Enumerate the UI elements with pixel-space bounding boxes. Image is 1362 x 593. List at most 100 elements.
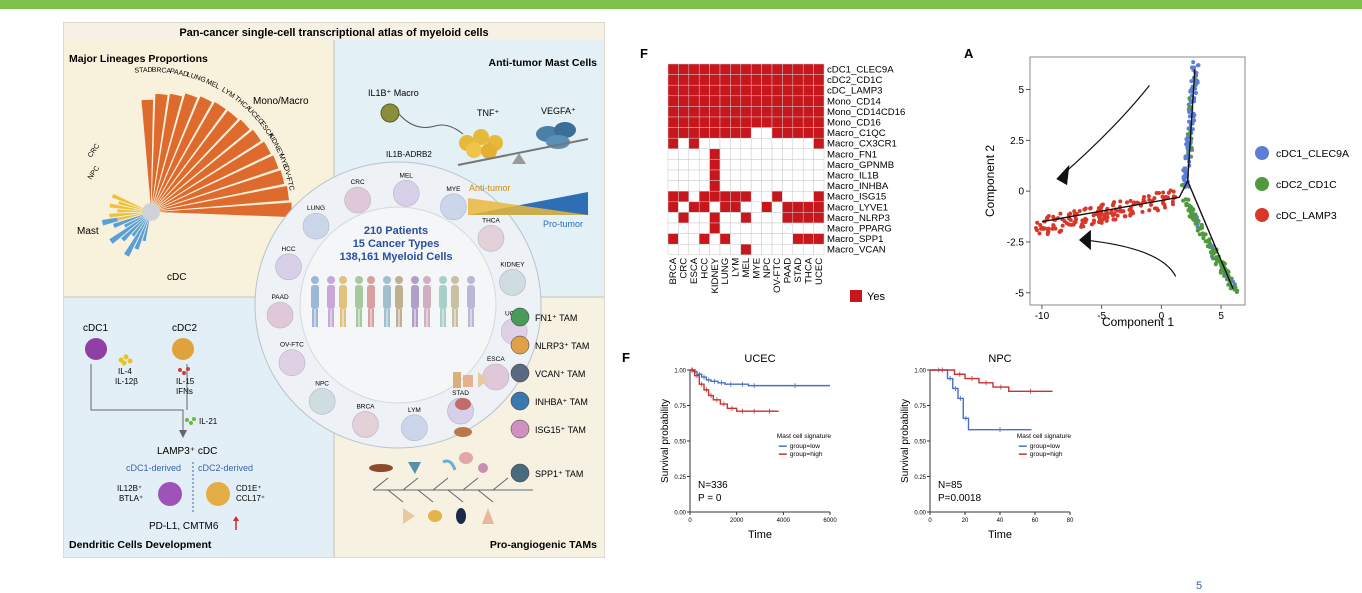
point-cdc-lamp3	[1081, 218, 1086, 223]
point-cdc1-clec9a	[1189, 65, 1194, 70]
heatmap-cell	[678, 190, 690, 203]
point-cdc-lamp3	[1089, 222, 1094, 227]
heatmap-cell	[709, 180, 721, 192]
fan-bar	[150, 101, 227, 213]
km-x-tick-label: 0	[688, 518, 692, 524]
km-curve-high	[690, 369, 779, 412]
tam-label: FN1⁺ TAM	[535, 313, 577, 323]
point-cdc1-clec9a	[1182, 166, 1187, 171]
heatmap-cell	[792, 243, 804, 256]
legend-dot	[1255, 146, 1269, 160]
point-cdc1-clec9a	[1181, 176, 1186, 181]
heatmap-cell	[688, 243, 700, 256]
heatmap-cell	[667, 63, 679, 75]
heatmap-column-label: ESCA	[689, 257, 700, 284]
fan-bar	[140, 99, 154, 213]
heatmap-column-label: UCEC	[814, 258, 825, 285]
heatmap-cell	[802, 222, 814, 234]
heatmap-cell	[802, 137, 814, 150]
point-cdc2-cd1c	[1234, 290, 1239, 295]
heatmap-cell	[678, 116, 690, 128]
tam-list: FN1⁺ TAM NLRP3⁺ TAM VCAN⁺ TAM INHBA⁺ TAM ISG…	[510, 307, 589, 483]
up-arrow-icon	[233, 516, 239, 521]
point-cdc-lamp3	[1077, 208, 1082, 213]
point-cdc-lamp3	[1073, 220, 1078, 225]
quadrant-dc-title: Dendritic Cells Development	[69, 539, 212, 551]
fan-bar-cdc	[108, 211, 152, 245]
x-tick-label: -10	[1035, 311, 1050, 322]
heatmap-cell	[678, 201, 690, 213]
heatmap-cell	[730, 84, 742, 97]
heatmap-column-label: LUNG	[720, 258, 731, 285]
heatmap-cell	[750, 63, 762, 75]
heatmap-cell	[719, 222, 731, 234]
heatmap-cell	[782, 106, 794, 118]
heatmap-cell	[740, 180, 752, 192]
point-cdc2-cd1c	[1218, 268, 1223, 273]
heatmap-row-label: cDC_LAMP3	[827, 86, 882, 97]
point-cdc-lamp3	[1147, 208, 1152, 213]
heatmap-row-label: Macro_IL1B	[827, 171, 879, 182]
heatmap-cell	[782, 95, 794, 107]
heatmap-cell	[802, 243, 814, 256]
heatmap-cell	[771, 127, 783, 139]
point-cdc2-cd1c	[1197, 232, 1202, 237]
heatmap-cell	[761, 243, 773, 256]
person-head	[439, 276, 447, 284]
point-cdc-lamp3	[1103, 214, 1108, 219]
heatmap-cell	[709, 201, 721, 213]
legend-label: cDC2_CD1C	[1276, 179, 1337, 191]
heatmap-cell	[802, 63, 814, 75]
fan-bar	[150, 95, 213, 213]
heatmap-cell	[740, 63, 752, 75]
point-cdc-lamp3	[1128, 198, 1133, 203]
heatmap-cell	[782, 190, 794, 203]
heatmap-cell	[719, 116, 731, 128]
point-cdc-lamp3	[1140, 209, 1145, 214]
cancer-label: NPC	[315, 380, 329, 387]
heatmap-cell	[667, 106, 679, 118]
point-cdc-lamp3	[1033, 225, 1038, 230]
heatmap-cell	[667, 137, 679, 150]
point-cdc1-clec9a	[1189, 145, 1194, 150]
heatmap-cell	[750, 137, 762, 150]
heatmap-cell	[761, 95, 773, 107]
heatmap-cell	[750, 169, 762, 181]
km-y-tick-label: 1.00	[914, 369, 926, 375]
km-x-tick-label: 2000	[730, 518, 744, 524]
km-xlabel: Time	[748, 529, 772, 541]
heatmap-cell	[667, 233, 679, 245]
heatmap-cell	[698, 233, 710, 245]
heatmap-cell	[719, 212, 731, 224]
heatmap-cell	[750, 127, 762, 139]
point-cdc-lamp3	[1072, 209, 1077, 214]
heatmap-cell	[761, 190, 773, 203]
heatmap-row-label: Macro_LYVE1	[827, 202, 888, 213]
person-head	[383, 276, 391, 284]
fan-bar	[150, 93, 183, 213]
tam-label: ISG15⁺ TAM	[535, 425, 586, 435]
label-il15: IL-15	[176, 377, 195, 386]
heatmap-cell	[719, 137, 731, 150]
heatmap-cell	[667, 201, 679, 213]
heatmap-cell	[740, 159, 752, 171]
km-legend-label: group=low	[790, 443, 820, 450]
trajectory-backbone	[1041, 69, 1196, 223]
person-head	[451, 276, 459, 284]
heatmap-cell	[698, 212, 710, 224]
cancer-label: LYM	[408, 407, 421, 414]
heatmap-cell	[709, 95, 721, 107]
point-cdc-lamp3	[1170, 199, 1175, 204]
point-cdc2-cd1c	[1196, 218, 1201, 223]
heatmap-cell	[813, 137, 825, 150]
heatmap-cell	[719, 180, 731, 192]
label-cd1e: CD1E⁺	[236, 484, 262, 493]
heatmap-cell	[678, 106, 690, 118]
heatmap-cell	[698, 84, 710, 97]
heatmap-cell	[678, 127, 690, 139]
person-leg	[331, 309, 334, 327]
km-y-tick-label: 0.75	[674, 404, 686, 410]
cancer-label: OV-FTC	[280, 342, 304, 349]
cancer-label: THCA	[482, 217, 500, 224]
cancer-organ-icon	[477, 225, 505, 252]
